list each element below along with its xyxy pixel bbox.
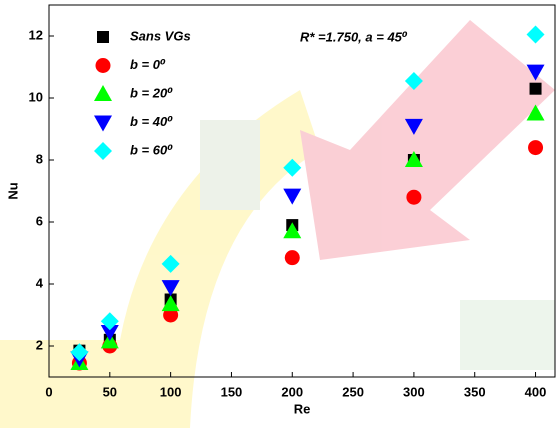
legend-label: b = 20⁰ <box>130 85 173 100</box>
watermark-blot <box>460 300 555 370</box>
marker <box>526 25 545 44</box>
x-tick-label: 200 <box>281 384 303 399</box>
marker <box>70 343 89 362</box>
marker <box>283 222 302 239</box>
x-axis-label: Re <box>294 401 311 416</box>
marker <box>404 71 423 90</box>
x-tick-label: 150 <box>221 384 243 399</box>
marker <box>529 82 542 95</box>
marker <box>284 250 300 266</box>
marker <box>404 118 423 135</box>
legend-marker <box>94 85 112 101</box>
marker <box>100 325 119 342</box>
y-tick-label: 4 <box>36 275 44 290</box>
marker <box>528 140 544 156</box>
marker <box>283 188 302 205</box>
y-axis-label: Nu <box>5 182 20 199</box>
y-tick-label: 6 <box>36 213 43 228</box>
x-tick-label: 350 <box>464 384 486 399</box>
y-tick-label: 12 <box>29 27 43 42</box>
x-tick-label: 0 <box>45 384 52 399</box>
legend-marker <box>94 115 112 132</box>
marker <box>161 280 180 297</box>
x-tick-label: 100 <box>160 384 182 399</box>
marker <box>404 151 423 167</box>
marker <box>161 254 180 273</box>
legend-label: b = 60⁰ <box>130 142 173 157</box>
x-tick-label: 50 <box>103 384 117 399</box>
watermark <box>0 20 555 428</box>
legend-marker <box>95 58 111 73</box>
marker <box>526 104 545 121</box>
x-tick-label: 300 <box>403 384 425 399</box>
marker <box>100 312 119 331</box>
legend-label: b = 0⁰ <box>130 57 166 72</box>
x-tick-label: 250 <box>342 384 364 399</box>
legend-label: Sans VGs <box>130 28 191 43</box>
marker <box>283 158 302 177</box>
y-tick-label: 8 <box>36 151 43 166</box>
x-tick-label: 400 <box>525 384 547 399</box>
legend-label: b = 40⁰ <box>130 114 173 129</box>
watermark-blot <box>200 120 260 210</box>
plot-frame <box>48 4 556 378</box>
legend-marker <box>97 31 109 43</box>
marker <box>526 64 545 81</box>
marker <box>161 295 180 312</box>
watermark-arrow <box>300 20 555 260</box>
marker <box>163 307 179 323</box>
y-tick-label: 10 <box>29 89 43 104</box>
y-tick-label: 2 <box>36 337 43 352</box>
annotation: R* =1.750, a = 45⁰ <box>300 29 408 44</box>
marker <box>406 189 422 205</box>
legend-marker <box>94 142 112 160</box>
